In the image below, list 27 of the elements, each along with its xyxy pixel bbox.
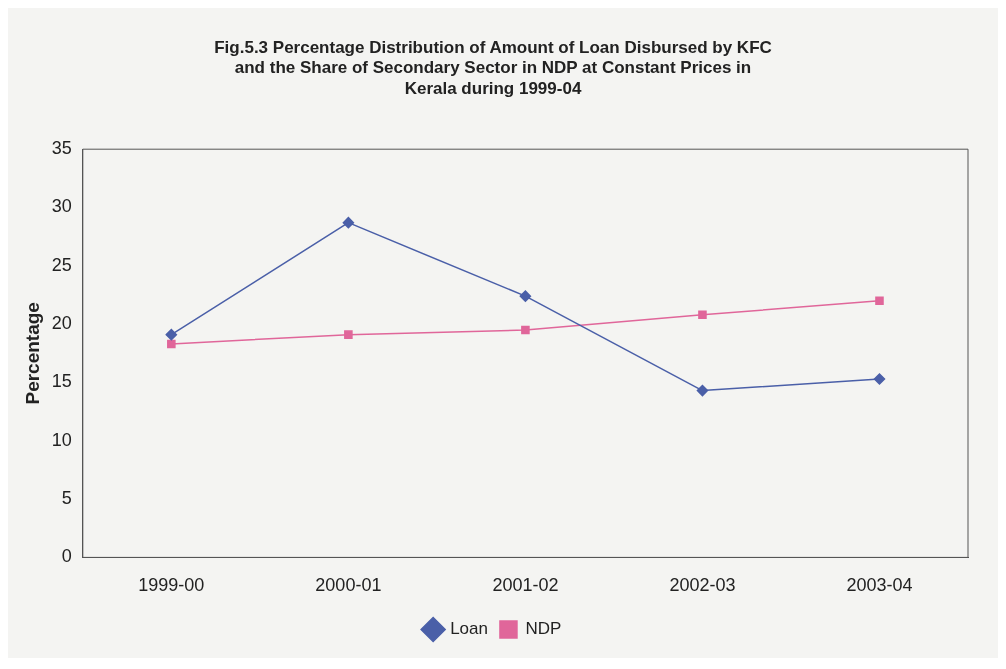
point [165,328,178,341]
point [698,310,707,320]
y-tick-label: 0 [61,546,72,567]
x-tick-label: 2003-04 [846,575,913,596]
chart-title: Fig.5.3 Percentage Distribution of Amount of Loan Disbursed by KFC and the Share of Secondary Sector in NDP at Constant Prices in Kerala during 1999-04 [214,37,772,98]
point [875,296,884,306]
x-tick-label: 2001-02 [492,575,559,596]
y-tick-label: 5 [61,488,72,509]
point [342,216,355,229]
point [167,339,176,349]
x-tick-label: 1999-00 [138,575,205,596]
y-tick-label: 10 [51,429,72,450]
y-tick-label: 35 [51,138,72,159]
x-tick-label: 2002-03 [669,575,736,596]
y-tick-label: 15 [51,371,72,392]
y-axis-title: Percentage [21,302,43,405]
point [873,373,886,385]
y-tick-label: 30 [51,196,72,217]
legend-label: Loan [450,619,488,639]
x-tick-label: 2000-01 [315,575,382,596]
point [521,325,530,335]
point [519,290,532,302]
legend-label: NDP [525,619,562,639]
point [344,330,353,339]
y-tick-label: 20 [51,313,72,334]
point [696,384,709,397]
y-tick-label: 25 [51,254,72,275]
